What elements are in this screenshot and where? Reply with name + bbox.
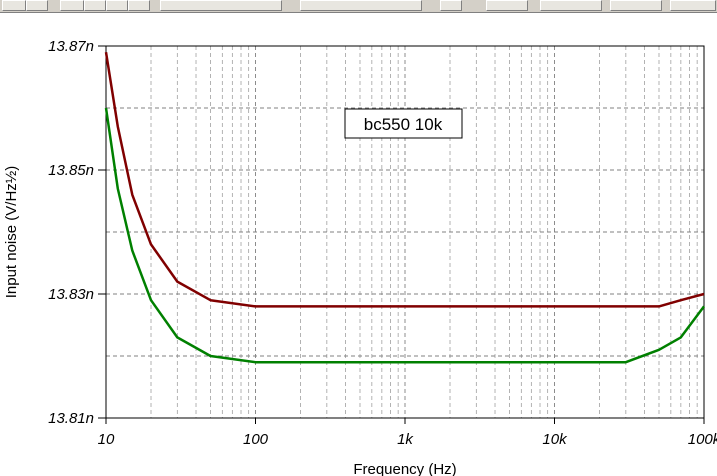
x-tick-label: 100 [243, 431, 269, 448]
y-axis-label: Input noise (V/Hz½) [3, 166, 20, 299]
x-axis-label: Frequency (Hz) [353, 461, 456, 476]
toolbar-button[interactable] [486, 0, 528, 11]
toolbar-button[interactable] [300, 0, 422, 11]
toolbar-button[interactable] [160, 0, 282, 11]
toolbar-button[interactable] [128, 0, 150, 11]
annotation-label: bc550 10k [364, 115, 443, 134]
toolbar-button[interactable] [2, 0, 26, 11]
tick-marks [98, 45, 705, 424]
toolbar-button[interactable] [106, 0, 128, 11]
x-tick-label: 10 [98, 431, 115, 448]
x-tick-label: 1k [397, 431, 414, 448]
x-tick-label: 10k [542, 431, 568, 448]
toolbar-button[interactable] [60, 0, 84, 11]
y-tick-label: 13.83n [48, 286, 94, 303]
toolbar-button[interactable] [440, 0, 462, 11]
grid-major [106, 46, 704, 418]
series-line-1 [104, 52, 705, 308]
toolbar [0, 0, 717, 13]
toolbar-button[interactable] [540, 0, 602, 11]
toolbar-button[interactable] [84, 0, 106, 11]
toolbar-button[interactable] [670, 0, 716, 11]
x-tick-label: 100k [688, 431, 717, 448]
y-tick-label: 13.85n [48, 162, 94, 179]
y-tick-labels: 13.87n 13.85n 13.83n 13.81n [48, 38, 94, 427]
toolbar-button[interactable] [610, 0, 662, 11]
annotation-frame [344, 108, 463, 139]
annotation-box: bc550 10k [344, 108, 463, 139]
x-tick-labels: 10 100 1k 10k 100k [98, 431, 717, 448]
y-tick-label: 13.87n [48, 38, 94, 55]
series-line-2 [104, 107, 706, 364]
toolbar-button[interactable] [26, 0, 48, 11]
series-layer [104, 52, 706, 364]
y-tick-label: 13.81n [48, 410, 94, 427]
